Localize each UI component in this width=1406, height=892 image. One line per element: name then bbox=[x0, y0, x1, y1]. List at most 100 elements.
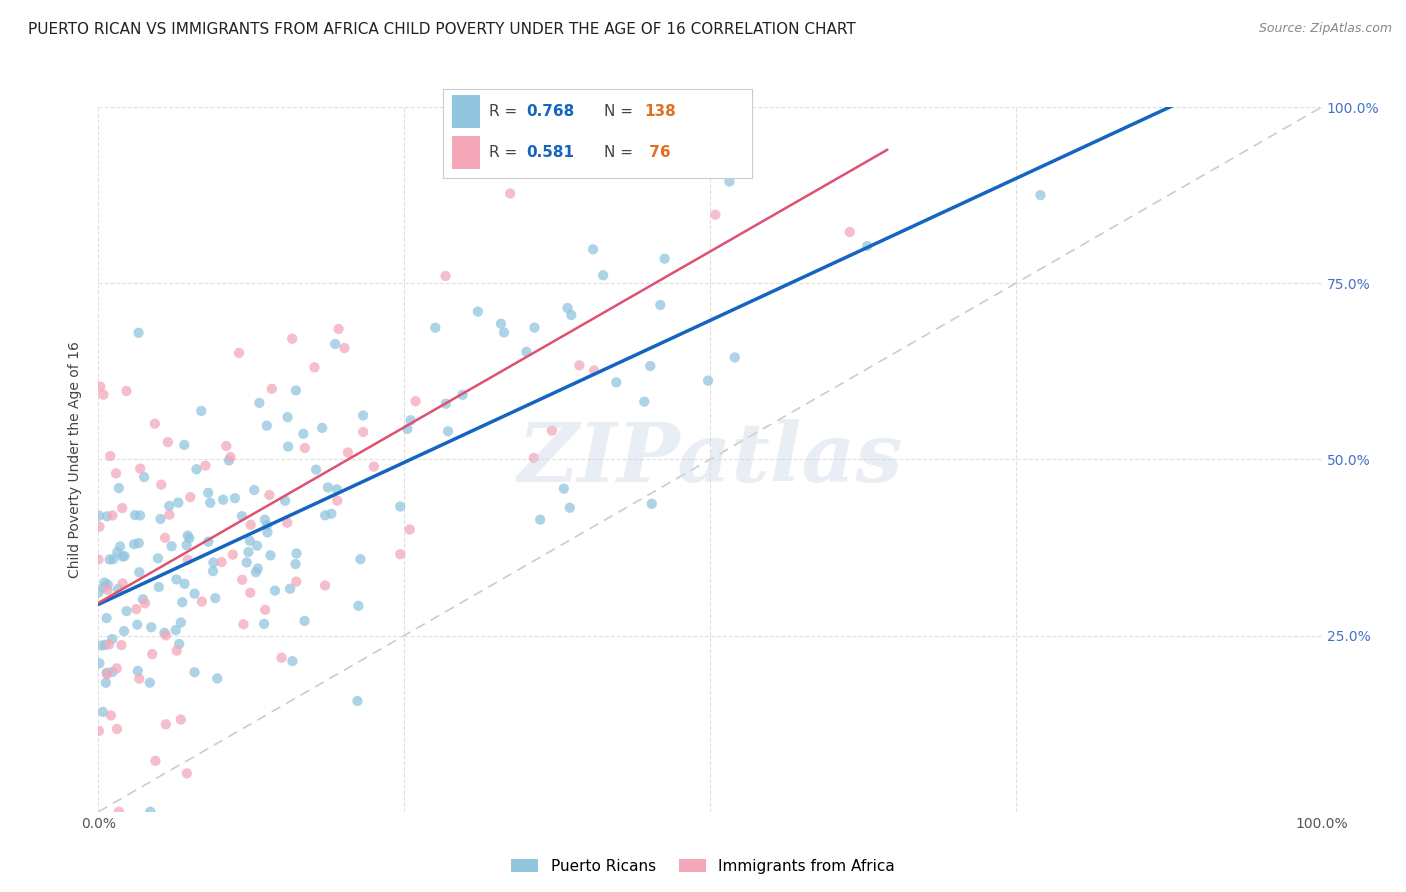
Point bbox=[560, 308, 582, 322]
Point bbox=[294, 614, 316, 628]
Point bbox=[633, 394, 655, 409]
Text: N =: N = bbox=[603, 145, 637, 160]
Point bbox=[304, 360, 326, 375]
Text: ZIPatlas: ZIPatlas bbox=[517, 419, 903, 500]
Text: N =: N = bbox=[603, 104, 637, 119]
Point bbox=[260, 382, 283, 396]
Point bbox=[105, 661, 128, 675]
Point bbox=[134, 596, 156, 610]
Point bbox=[166, 643, 188, 657]
Point bbox=[425, 320, 447, 334]
Point bbox=[146, 551, 169, 566]
Point bbox=[592, 268, 614, 283]
Bar bbox=[453, 95, 479, 128]
Point bbox=[96, 509, 118, 524]
Point bbox=[128, 326, 150, 340]
Point bbox=[153, 625, 176, 640]
Point bbox=[150, 477, 173, 491]
Point bbox=[326, 483, 349, 497]
Point bbox=[179, 490, 201, 504]
Point bbox=[323, 337, 346, 351]
Point bbox=[96, 667, 118, 681]
Point bbox=[105, 545, 128, 559]
Point bbox=[89, 519, 111, 533]
Point bbox=[274, 493, 297, 508]
Point bbox=[246, 539, 269, 553]
Point bbox=[128, 536, 150, 550]
Y-axis label: Child Poverty Under the Age of 16: Child Poverty Under the Age of 16 bbox=[69, 341, 83, 578]
Point bbox=[128, 672, 150, 686]
Point bbox=[326, 493, 349, 508]
Point bbox=[167, 495, 190, 509]
Text: 138: 138 bbox=[644, 104, 676, 119]
Point bbox=[352, 409, 374, 423]
Point bbox=[97, 577, 120, 591]
Point bbox=[100, 708, 122, 723]
Point bbox=[396, 422, 419, 436]
Point bbox=[107, 481, 129, 495]
Point bbox=[170, 713, 193, 727]
Point bbox=[96, 665, 118, 680]
Point bbox=[211, 555, 233, 569]
Point bbox=[499, 186, 522, 201]
Point bbox=[254, 603, 277, 617]
Text: 76: 76 bbox=[644, 145, 671, 160]
Point bbox=[179, 531, 201, 545]
Point bbox=[153, 531, 176, 545]
Point bbox=[143, 417, 166, 431]
Point bbox=[202, 556, 225, 570]
Point bbox=[314, 508, 336, 523]
Point bbox=[87, 508, 110, 523]
Point bbox=[127, 617, 149, 632]
Point bbox=[582, 243, 605, 257]
Point bbox=[132, 470, 155, 484]
Point bbox=[145, 754, 167, 768]
Point bbox=[232, 617, 254, 632]
Point bbox=[690, 100, 713, 114]
Point bbox=[155, 717, 177, 731]
Legend: Puerto Ricans, Immigrants from Africa: Puerto Ricans, Immigrants from Africa bbox=[505, 853, 901, 880]
Text: PUERTO RICAN VS IMMIGRANTS FROM AFRICA CHILD POVERTY UNDER THE AGE OF 16 CORRELA: PUERTO RICAN VS IMMIGRANTS FROM AFRICA C… bbox=[28, 22, 856, 37]
Point bbox=[111, 501, 134, 516]
Point bbox=[434, 397, 457, 411]
Point bbox=[177, 528, 200, 542]
Point bbox=[704, 208, 727, 222]
Point bbox=[108, 805, 131, 819]
Point bbox=[321, 507, 343, 521]
Text: Source: ZipAtlas.com: Source: ZipAtlas.com bbox=[1258, 22, 1392, 36]
Point bbox=[352, 425, 374, 439]
Text: 0.581: 0.581 bbox=[526, 145, 575, 160]
Point bbox=[529, 513, 551, 527]
Point bbox=[115, 384, 138, 398]
Point bbox=[389, 547, 412, 561]
Point bbox=[238, 545, 260, 559]
Point bbox=[697, 374, 720, 388]
Point bbox=[399, 413, 422, 427]
Point bbox=[90, 639, 112, 653]
Point bbox=[101, 552, 124, 566]
Point bbox=[191, 594, 214, 608]
Point bbox=[132, 592, 155, 607]
Text: 0.768: 0.768 bbox=[526, 104, 575, 119]
Point bbox=[277, 410, 299, 425]
Point bbox=[568, 359, 591, 373]
Point bbox=[87, 723, 110, 738]
Point bbox=[621, 127, 644, 141]
Point bbox=[451, 388, 474, 402]
Point bbox=[111, 549, 134, 564]
Point bbox=[311, 421, 333, 435]
Point bbox=[256, 518, 278, 533]
Point bbox=[1029, 188, 1052, 202]
Point bbox=[101, 508, 124, 523]
Point bbox=[110, 638, 132, 652]
Point bbox=[553, 482, 575, 496]
Point bbox=[270, 650, 292, 665]
Point bbox=[243, 483, 266, 497]
Point bbox=[87, 585, 110, 599]
Point bbox=[172, 595, 194, 609]
Point bbox=[141, 647, 163, 661]
Point bbox=[515, 344, 537, 359]
Point bbox=[328, 322, 350, 336]
Point bbox=[650, 298, 672, 312]
Point bbox=[97, 582, 120, 597]
